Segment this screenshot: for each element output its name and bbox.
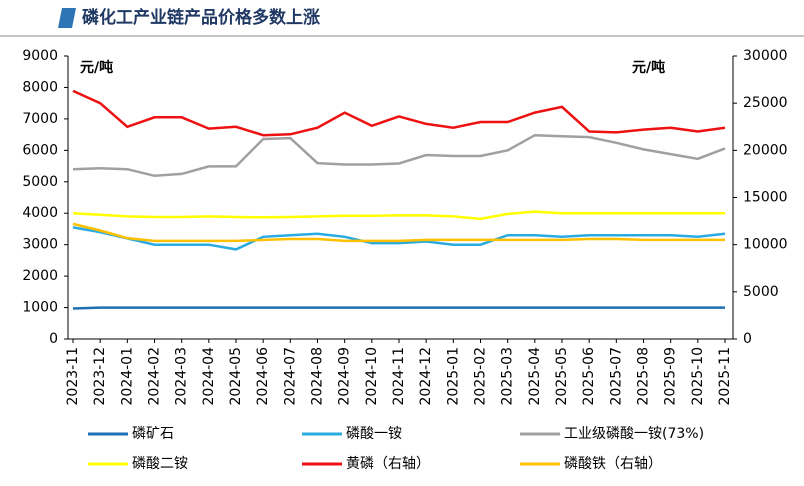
y-tick-label: 4000: [22, 205, 58, 221]
y2-tick-label: 10000: [743, 237, 788, 253]
y-unit: 元/吨: [80, 59, 113, 76]
x-tick-label: 2024-08: [310, 347, 326, 406]
legend-label: 磷酸铁（右轴）: [564, 456, 662, 472]
x-tick-label: 2025-09: [663, 347, 679, 406]
x-tick-label: 2025-05: [554, 347, 570, 406]
legend-label: 黄磷（右轴）: [346, 455, 430, 472]
x-tick-label: 2024-12: [418, 347, 434, 406]
y-tick-label: 0: [49, 331, 58, 347]
x-tick-label: 2025-11: [717, 347, 733, 406]
x-tick-label: 2023-12: [92, 347, 108, 406]
y-tick-label: 1000: [22, 300, 58, 316]
y-tick-label: 3000: [22, 237, 58, 253]
x-tick-label: 2025-07: [608, 347, 624, 406]
y2-unit: 元/吨: [632, 59, 665, 76]
x-tick-label: 2025-03: [500, 347, 516, 406]
x-tick-label: 2024-09: [337, 347, 353, 406]
x-tick-label: 2025-02: [473, 347, 489, 406]
y2-tick-label: 20000: [743, 142, 788, 158]
x-tick-label: 2024-04: [201, 347, 217, 406]
legend-label: 磷酸一铵: [346, 426, 402, 442]
chart-title: 磷化工产业链产品价格多数上涨: [82, 7, 320, 28]
title-marker: [58, 8, 76, 28]
y-tick-label: 5000: [22, 174, 58, 190]
x-tick-label: 2025-10: [690, 347, 706, 406]
legend-label: 工业级磷酸一铵(73%): [564, 426, 704, 442]
legend-label: 磷酸二铵: [132, 456, 188, 472]
x-tick-label: 2024-03: [174, 347, 190, 406]
series-line: [72, 133, 726, 178]
x-tick-label: 2025-08: [636, 347, 652, 406]
y-tick-label: 2000: [22, 268, 58, 284]
series-line: [72, 306, 725, 310]
x-tick-label: 2024-06: [255, 347, 271, 406]
y2-tick-label: 30000: [743, 48, 788, 64]
x-tick-label: 2023-11: [65, 347, 81, 406]
y2-tick-label: 15000: [743, 190, 788, 206]
x-tick-label: 2025-04: [527, 347, 543, 406]
y2-tick-label: 0: [743, 331, 752, 347]
x-tick-label: 2024-11: [391, 347, 407, 406]
x-tick-label: 2024-07: [282, 347, 298, 406]
y-tick-label: 6000: [22, 142, 58, 158]
series-line: [72, 222, 725, 243]
x-tick-label: 2024-10: [364, 347, 380, 406]
y2-tick-label: 25000: [743, 95, 788, 111]
y-tick-label: 9000: [22, 48, 58, 64]
x-tick-label: 2025-01: [445, 347, 461, 406]
y-tick-label: 8000: [22, 79, 58, 95]
x-tick-label: 2025-06: [581, 347, 597, 406]
series-line: [72, 226, 726, 251]
series-line: [72, 89, 726, 137]
x-tick-label: 2024-05: [228, 347, 244, 406]
y2-tick-label: 5000: [743, 284, 779, 300]
y-tick-label: 7000: [22, 111, 58, 127]
x-tick-label: 2024-02: [147, 347, 163, 406]
series-line: [72, 210, 725, 221]
x-tick-label: 2024-01: [119, 347, 135, 406]
legend-label: 磷矿石: [132, 426, 174, 442]
